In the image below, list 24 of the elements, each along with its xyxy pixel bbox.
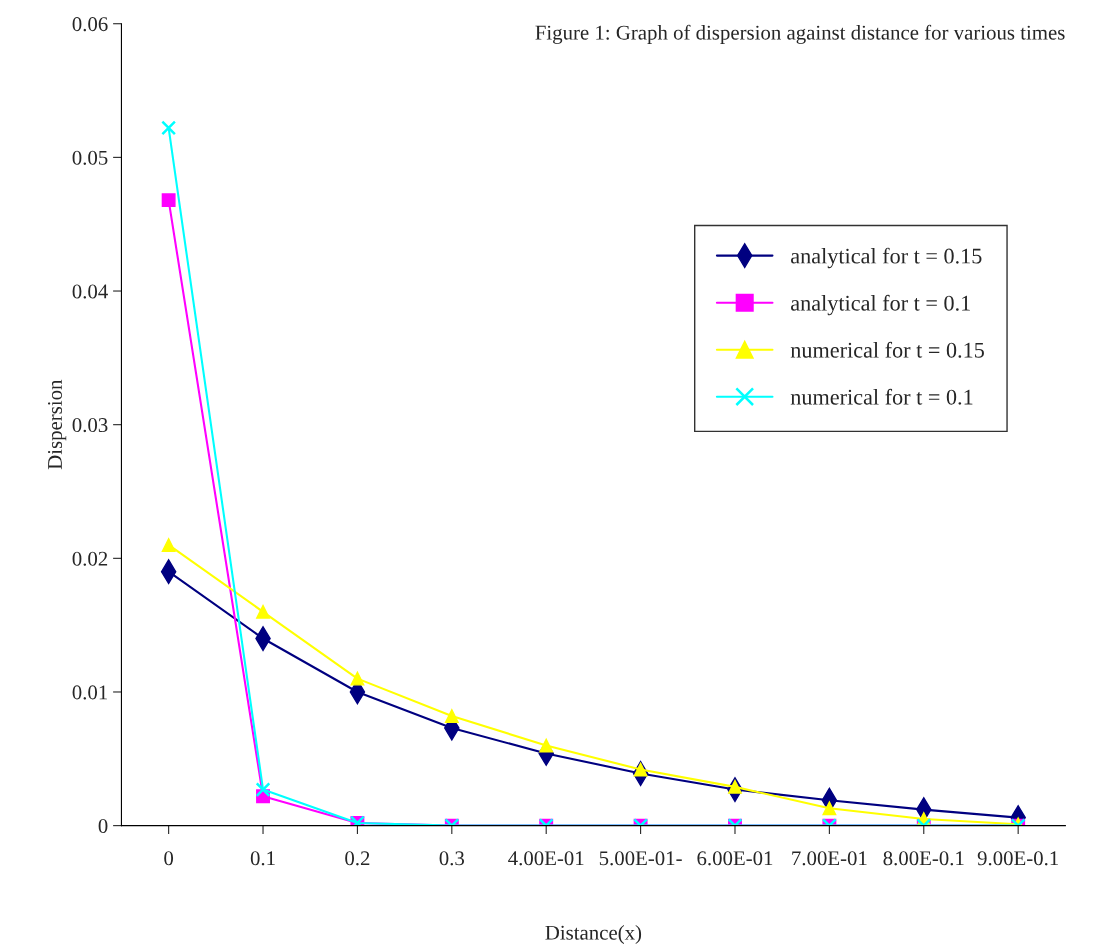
y-axis-title: Dispersion — [48, 379, 67, 470]
legend-label: numerical for t = 0.15 — [790, 341, 984, 358]
legend-label: analytical for t = 0.15 — [791, 247, 982, 269]
y-tick-label: 0.04 — [72, 284, 108, 299]
y-tick-label: 0.03 — [72, 418, 108, 433]
y-tick-label: 0.01 — [72, 685, 107, 700]
legend-label: analytical for t = 0.1 — [791, 294, 970, 316]
legend-label: numerical for t = 0.1 — [790, 388, 973, 405]
y-tick-label: 0 — [98, 819, 108, 834]
x-tick-label: 0 — [164, 851, 174, 866]
y-tick-label: 0.06 — [72, 17, 108, 32]
x-tick-label: 6.00E-01 — [697, 851, 773, 866]
y-tick-label: 0.02 — [72, 551, 108, 566]
x-tick-label: 4.00E-01 — [508, 851, 584, 866]
chart-title: Figure 1: Graph of dispersion against distance for various times — [535, 24, 1065, 44]
y-tick-label: 0.05 — [72, 150, 108, 165]
x-tick-label: 5.00E-01- — [599, 851, 682, 866]
x-tick-label: 7.00E-01 — [792, 851, 867, 866]
x-tick-label: 9.00E-0.1 — [977, 851, 1058, 866]
x-tick-label: 0.2 — [345, 851, 370, 866]
x-tick-label: 8.00E-0.1 — [883, 851, 964, 866]
x-tick-label: 0.3 — [439, 851, 465, 866]
x-axis-title: Distance(x) — [545, 925, 642, 944]
x-tick-label: 0.1 — [250, 851, 275, 866]
